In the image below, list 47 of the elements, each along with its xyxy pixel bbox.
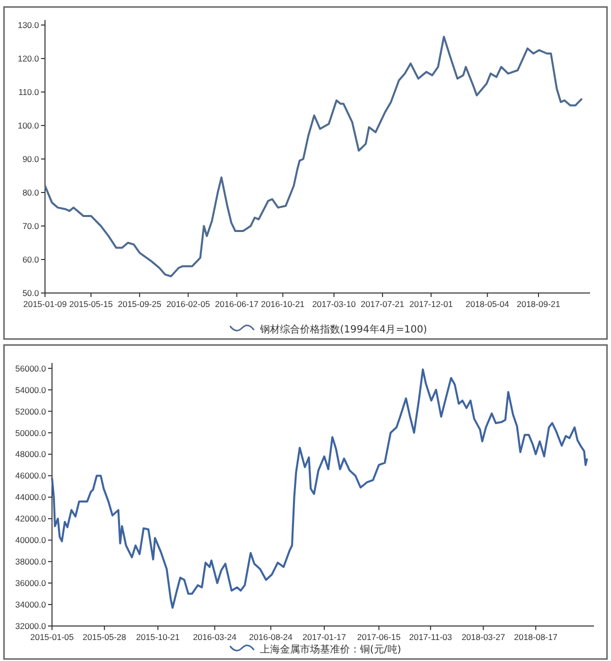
- x-tick-label: 2017-01-17: [302, 632, 346, 642]
- x-tick-label: 2017-03-10: [312, 299, 356, 309]
- x-tick-label: 2015-05-28: [82, 632, 126, 642]
- y-tick-label: 54000.0: [15, 384, 46, 395]
- legend-label: 钢材综合价格指数(1994年4月=100): [259, 324, 428, 336]
- x-tick-label: 2017-07-21: [360, 299, 405, 309]
- y-tick-label: 32000.0: [15, 620, 46, 631]
- y-tick-label: 50.0: [22, 288, 40, 298]
- y-tick-label: 100.0: [18, 120, 40, 130]
- y-tick-label: 70.0: [22, 220, 40, 231]
- x-tick-label: 2016-06-17: [215, 299, 259, 309]
- x-tick-label: 2017-12-01: [409, 299, 454, 309]
- x-tick-label: 2016-02-05: [166, 299, 210, 309]
- x-tick-label: 2015-01-09: [23, 299, 68, 309]
- line-series: [44, 36, 583, 278]
- y-tick-label: 120.0: [18, 53, 40, 64]
- line-series: [51, 368, 588, 609]
- x-tick-label: 2017-11-03: [409, 632, 452, 642]
- y-tick-label: 34000.0: [15, 600, 46, 610]
- y-tick-label: 52000.0: [15, 406, 46, 416]
- x-tick-label: 2015-09-25: [118, 299, 162, 309]
- x-tick-label: 2018-09-21: [516, 299, 561, 309]
- x-tick-label: 2018-03-27: [462, 632, 506, 642]
- x-tick-label: 2015-01-05: [30, 632, 74, 642]
- y-tick-label: 48000.0: [15, 449, 46, 460]
- y-tick-label: 110.0: [18, 86, 40, 97]
- x-tick-label: 2016-10-21: [261, 299, 305, 309]
- x-tick-label: 2015-05-15: [69, 299, 114, 309]
- y-tick-label: 90.0: [22, 154, 40, 164]
- y-tick-label: 56000.0: [15, 363, 46, 374]
- y-tick-label: 130.0: [18, 20, 40, 30]
- y-tick-label: 50000.0: [15, 428, 46, 438]
- x-tick-label: 2018-05-04: [466, 299, 510, 309]
- y-tick-label: 44000.0: [15, 492, 46, 502]
- y-tick-label: 46000.0: [15, 470, 46, 481]
- y-tick-label: 80.0: [22, 187, 40, 198]
- y-tick-label: 36000.0: [15, 578, 46, 588]
- y-tick-label: 40000.0: [15, 535, 46, 546]
- x-tick-label: 2016-03-24: [192, 632, 237, 642]
- x-tick-label: 2018-08-17: [514, 632, 558, 642]
- x-tick-label: 2016-08-24: [249, 632, 293, 642]
- y-tick-label: 42000.0: [15, 514, 46, 524]
- x-tick-label: 2017-06-15: [357, 632, 401, 642]
- x-tick-label: 2015-10-21: [136, 632, 180, 642]
- y-tick-label: 38000.0: [15, 556, 46, 567]
- legend-label: 上海金属市场基准价：铜(元/吨): [260, 644, 402, 656]
- y-tick-label: 60.0: [22, 254, 40, 264]
